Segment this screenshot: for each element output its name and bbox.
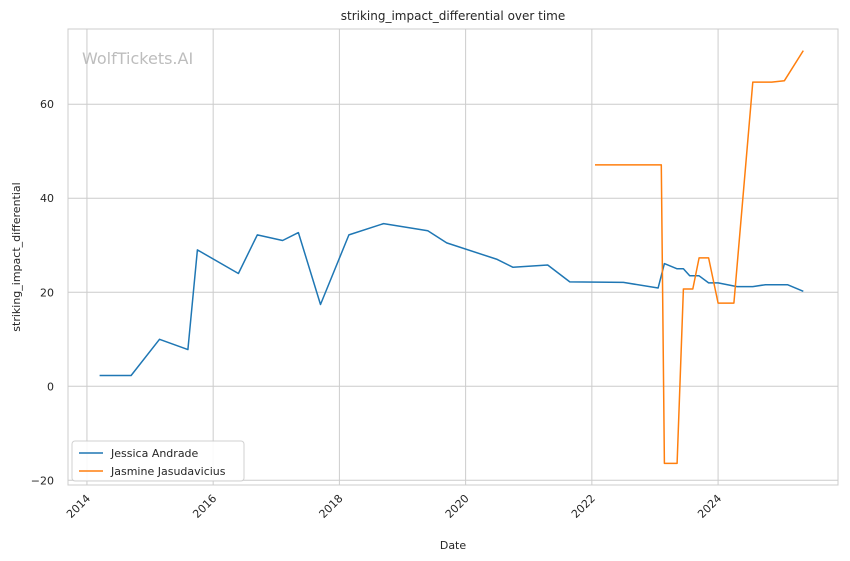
grid [68, 29, 838, 485]
y-tick-label-20: 20 [40, 286, 54, 299]
y-tick-label--20: −20 [31, 474, 54, 487]
x-tick-label-2018: 2018 [317, 492, 346, 521]
series-layer [99, 50, 804, 465]
legend: Jessica Andrade Jasmine Jasudavicius [71, 440, 245, 482]
x-tick-label-2024: 2024 [695, 492, 724, 521]
x-tick-label-2016: 2016 [190, 492, 219, 521]
series-line-jasmine-jasudavicius [595, 50, 804, 465]
x-axis-ticks: 2014 2016 2018 2020 2022 2024 [64, 492, 724, 521]
watermark: WolfTickets.AI [82, 49, 193, 68]
y-tick-label-0: 0 [47, 380, 54, 393]
legend-box [71, 440, 245, 482]
series-line-jessica-andrade [99, 222, 804, 377]
y-axis-label: striking_impact_differential [10, 182, 23, 331]
y-tick-label-60: 60 [40, 98, 54, 111]
y-axis-ticks: −20 0 20 40 60 [31, 98, 54, 487]
chart-title: striking_impact_differential over time [341, 9, 566, 23]
x-tick-label-2020: 2020 [443, 492, 472, 521]
x-tick-label-2014: 2014 [64, 492, 93, 521]
x-axis-label: Date [440, 539, 467, 552]
plot-frame [67, 28, 839, 486]
legend-entry-jasmine-jasudavicius: Jasmine Jasudavicius [110, 465, 226, 478]
y-tick-label-40: 40 [40, 192, 54, 205]
x-tick-label-2022: 2022 [569, 492, 598, 521]
legend-entry-jessica-andrade: Jessica Andrade [110, 447, 199, 460]
